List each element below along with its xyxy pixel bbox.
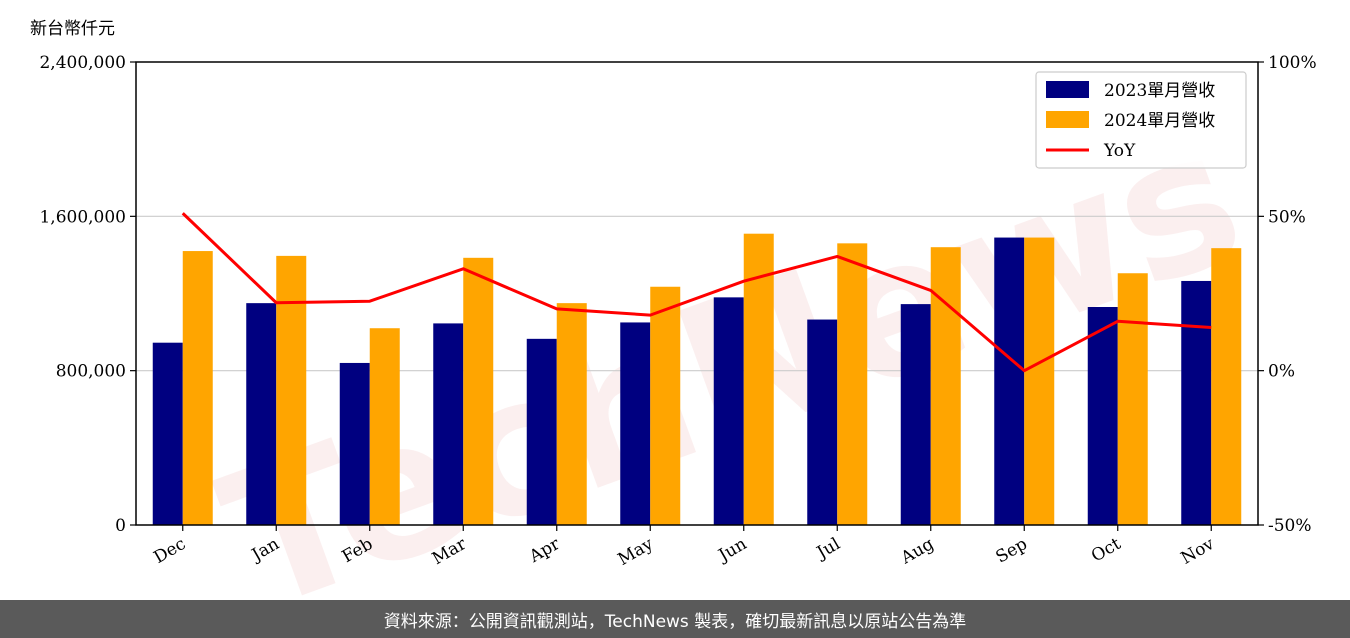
y-unit-label: 新台幣仟元 [30, 19, 115, 39]
bar-2024 [743, 233, 774, 525]
x-tick-label: Jul [812, 534, 844, 564]
bar-2024 [837, 243, 868, 525]
y-left-tick-label: 800,000 [56, 362, 126, 382]
legend: 2023單月營收 2024單月營收 YoY [1035, 71, 1247, 169]
bar-2023 [246, 303, 277, 525]
bar-2023 [433, 323, 464, 525]
legend-label: 2024單月營收 [1104, 111, 1215, 131]
bar-2023 [713, 297, 744, 525]
bar-2023 [1181, 280, 1212, 525]
bar-2023 [1087, 307, 1118, 525]
y-right-tick-label: -50% [1268, 516, 1312, 536]
x-tick-label: Aug [897, 534, 938, 569]
y-left-tick-label: 0 [115, 516, 126, 536]
revenue-chart: TechNews 0800,0001,600,0002,400,000-50%0… [30, 19, 1317, 600]
plot-frame [135, 61, 1259, 526]
x-tick-label: Oct [1088, 534, 1124, 567]
legend-label: YoY [1103, 141, 1136, 161]
bar-2024 [276, 255, 307, 525]
bar-2024 [369, 328, 400, 525]
gridlines [136, 215, 1258, 372]
yoy-line [181, 212, 1212, 373]
x-tick-label: Nov [1178, 534, 1218, 569]
y-right-tick-label: 0% [1268, 362, 1295, 382]
legend-swatch [1046, 81, 1089, 98]
x-tick-label: May [615, 534, 658, 570]
bar-2024 [1117, 273, 1148, 525]
footer-text: 資料來源：公開資訊觀測站，TechNews 製表，確切最新訊息以原站公告為準 [383, 611, 967, 632]
bar-2024 [182, 251, 213, 525]
bar-2023 [526, 338, 557, 525]
legend-label: 2023單月營收 [1104, 81, 1215, 101]
bar-2023 [152, 342, 183, 525]
legend-swatch [1046, 111, 1089, 128]
bar-2024 [650, 286, 681, 525]
bar-2024 [1211, 248, 1242, 525]
x-tick-label: Dec [150, 534, 189, 568]
y-right-tick-label: 100% [1268, 53, 1317, 73]
bar-2024 [930, 247, 961, 525]
yoy-line-layer [181, 212, 1212, 373]
y-right-tick-label: 50% [1268, 207, 1306, 227]
bar-2023 [900, 304, 931, 525]
y-left-tick-label: 1,600,000 [39, 207, 126, 227]
bar-2023 [339, 362, 370, 525]
x-tick-label: Sep [993, 534, 1031, 568]
bar-2024 [463, 257, 494, 525]
bar-2023 [620, 322, 651, 525]
bar-2023 [994, 237, 1025, 525]
x-tick-label: Jun [714, 534, 751, 567]
bar-2024 [1024, 237, 1055, 525]
bar-2023 [807, 319, 838, 525]
bar-2024 [556, 303, 587, 525]
source-footer: 資料來源：公開資訊觀測站，TechNews 製表，確切最新訊息以原站公告為準 [0, 600, 1350, 638]
axes [130, 61, 1264, 531]
y-left-tick-label: 2,400,000 [39, 53, 126, 73]
bars [152, 233, 1242, 525]
